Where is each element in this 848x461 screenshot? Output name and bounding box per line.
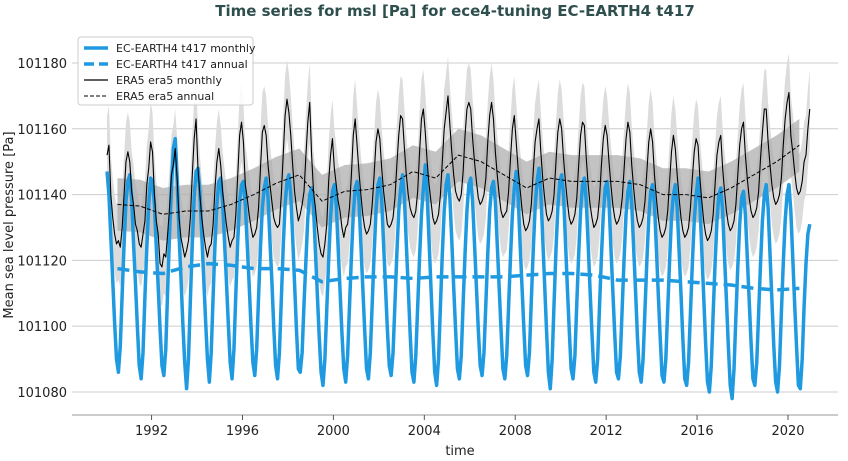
- y-tick-label: 101180: [17, 57, 67, 72]
- y-tick-label: 101100: [17, 320, 67, 335]
- x-tick-label: 1996: [226, 424, 259, 439]
- axes: 101080 101100 101120 101140 101160 101180 1992…: [17, 57, 838, 439]
- legend-label: ERA5 era5 annual: [116, 90, 214, 103]
- ec-earth4-annual-line: [117, 261, 800, 292]
- x-tick-label: 2008: [499, 424, 532, 439]
- x-tick-label: 2000: [317, 424, 350, 439]
- era5-monthly-line: [106, 92, 811, 268]
- chart-title: Time series for msl [Pa] for ece4-tuning…: [215, 2, 695, 20]
- legend-label: EC-EARTH4 t417 annual: [116, 58, 248, 71]
- legend-label: ERA5 era5 monthly: [116, 74, 222, 87]
- x-axis-label: time: [445, 444, 474, 457]
- era5-annual-spread-band: [117, 118, 800, 241]
- legend-label: EC-EARTH4 t417 monthly: [116, 42, 256, 55]
- x-tick-label: 1992: [135, 424, 168, 439]
- era5-annual-line: [117, 144, 800, 215]
- y-tick-label: 101160: [17, 123, 67, 138]
- x-tick-label: 2012: [590, 424, 623, 439]
- x-tick-label: 2004: [408, 424, 441, 439]
- x-tick-label: 2020: [771, 424, 804, 439]
- y-axis-label: Mean sea level pressure [Pa]: [2, 131, 17, 318]
- shading-bands: [107, 53, 810, 307]
- legend: EC-EARTH4 t417 monthly EC-EARTH4 t417 ann…: [77, 36, 256, 106]
- x-tick-label: 2016: [681, 424, 714, 439]
- y-tick-label: 101080: [17, 386, 67, 401]
- legend-box: [77, 36, 254, 106]
- y-tick-label: 101140: [17, 189, 67, 204]
- ec-earth4-monthly-line: [105, 136, 812, 401]
- series-lines: [105, 92, 812, 401]
- y-tick-label: 101120: [17, 254, 67, 269]
